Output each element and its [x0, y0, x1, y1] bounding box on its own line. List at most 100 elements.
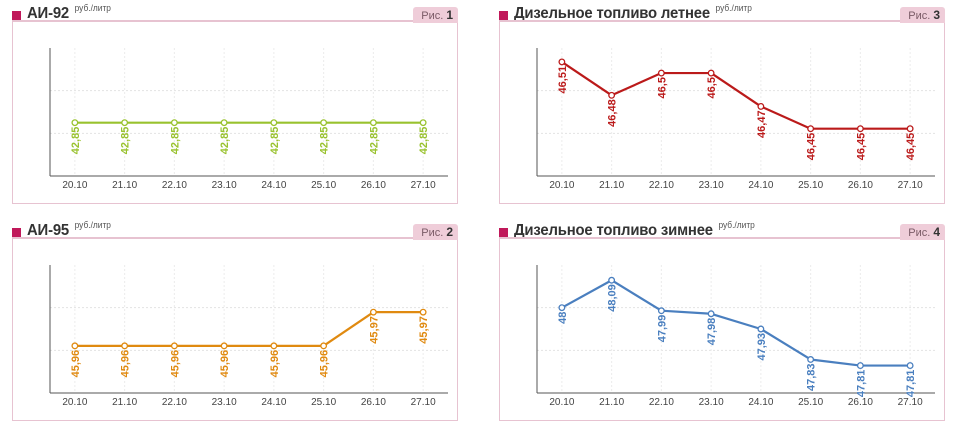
data-point — [369, 119, 377, 127]
chart-frame — [12, 237, 458, 421]
chart-frame — [12, 20, 458, 204]
data-label: 46,48 — [607, 99, 619, 127]
data-point — [906, 362, 914, 370]
figure-tag: Рис. 1 — [413, 7, 458, 23]
data-point — [419, 308, 427, 316]
unit-label: руб./литр — [715, 3, 752, 13]
chart-panel-ai92: АИ-92 руб./литр Рис. 1 42,85 20.10 42,85 21.1… — [0, 0, 460, 204]
figure-number: 4 — [933, 225, 940, 239]
x-tick-label: 22.10 — [649, 180, 674, 191]
chart-frame — [499, 237, 945, 421]
x-tick-label: 21.10 — [112, 397, 137, 408]
chart-frame — [499, 20, 945, 204]
data-point — [170, 342, 178, 350]
data-label: 45,96 — [319, 350, 331, 378]
data-point — [121, 342, 129, 350]
series-line — [561, 60, 911, 130]
title-bullet — [499, 228, 508, 237]
data-label: 46,51 — [557, 66, 569, 94]
data-point — [558, 58, 566, 66]
data-label: 42,85 — [120, 127, 132, 155]
data-point — [270, 119, 278, 127]
data-label: 46,45 — [855, 133, 867, 161]
data-point — [657, 69, 665, 77]
data-point — [170, 119, 178, 127]
x-tick-label: 24.10 — [748, 180, 773, 191]
line-chart-ai95: 45,96 20.10 45,96 21.10 45,96 22.10 45,96 23.10… — [49, 265, 448, 408]
data-label: 45,96 — [269, 350, 281, 378]
chart-title: АИ-95 руб./литр — [27, 220, 111, 239]
figure-tag: Рис. 3 — [900, 7, 945, 23]
x-tick-label: 27.10 — [411, 180, 436, 191]
unit-label: руб./литр — [74, 220, 111, 230]
data-label: 47,93 — [756, 333, 768, 361]
chart-panel-ai95: АИ-95 руб./литр Рис. 2 45,96 20.10 45,96 21.1… — [0, 217, 460, 421]
data-point — [856, 362, 864, 370]
series-line — [74, 311, 424, 347]
data-label: 46,5 — [706, 77, 718, 98]
data-label: 47,81 — [905, 370, 917, 398]
figure-tag: Рис. 2 — [413, 224, 458, 240]
x-tick-label: 23.10 — [699, 397, 724, 408]
data-point — [856, 125, 864, 133]
data-point — [558, 304, 566, 312]
data-label: 45,97 — [418, 316, 430, 344]
x-tick-label: 23.10 — [212, 397, 237, 408]
figure-number: 2 — [446, 225, 453, 239]
data-point — [807, 356, 815, 363]
x-tick-label: 25.10 — [798, 397, 823, 408]
unit-label: руб./литр — [74, 3, 111, 13]
line-chart-diesel-summer: 46,51 20.10 46,48 21.10 46,5 22.10 46,5 23.10 46… — [536, 48, 935, 191]
x-tick-label: 22.10 — [649, 397, 674, 408]
x-tick-label: 20.10 — [549, 397, 574, 408]
data-label: 45,96 — [169, 350, 181, 378]
x-tick-label: 24.10 — [261, 397, 286, 408]
x-tick-label: 25.10 — [798, 180, 823, 191]
x-tick-label: 23.10 — [212, 180, 237, 191]
data-label: 45,96 — [70, 350, 82, 378]
data-point — [320, 119, 328, 127]
data-label: 42,85 — [219, 127, 231, 155]
x-tick-label: 25.10 — [311, 180, 336, 191]
data-label: 45,96 — [120, 350, 132, 378]
data-point — [657, 307, 665, 315]
data-label: 42,85 — [319, 127, 331, 155]
unit-label: руб./литр — [718, 220, 755, 230]
x-tick-label: 21.10 — [599, 180, 624, 191]
data-point — [419, 119, 427, 127]
x-tick-label: 21.10 — [599, 397, 624, 408]
data-point — [608, 276, 616, 284]
data-point — [220, 342, 228, 350]
data-label: 48,09 — [607, 284, 619, 312]
figure-tag: Рис. 4 — [900, 224, 945, 240]
data-label: 42,85 — [269, 127, 281, 155]
data-label: 46,5 — [656, 77, 668, 98]
x-tick-label: 26.10 — [848, 180, 873, 191]
x-tick-label: 26.10 — [361, 397, 386, 408]
data-point — [121, 119, 129, 127]
line-chart-diesel-winter: 48 20.10 48,09 21.10 47,99 22.10 47,98 23.10 47,… — [536, 265, 935, 408]
title-bullet — [12, 11, 21, 20]
data-point — [807, 125, 815, 133]
series-line — [561, 279, 911, 367]
x-tick-label: 25.10 — [311, 397, 336, 408]
title-bullet — [12, 228, 21, 237]
line-chart-ai92: 42,85 20.10 42,85 21.10 42,85 22.10 42,85 23.10… — [49, 48, 448, 191]
figure-number: 1 — [446, 8, 453, 22]
data-point — [707, 310, 715, 318]
data-point — [707, 69, 715, 77]
data-label: 47,81 — [855, 370, 867, 398]
data-point — [71, 119, 79, 127]
chart-panel-diesel-summer: Дизельное топливо летнее руб./литр Рис. 3 … — [487, 0, 947, 204]
title-bullet — [499, 11, 508, 20]
data-point — [757, 325, 765, 333]
data-label: 47,99 — [656, 315, 668, 343]
x-tick-label: 20.10 — [62, 397, 87, 408]
data-point — [320, 342, 328, 350]
data-label: 47,83 — [806, 363, 818, 391]
data-label: 46,47 — [756, 110, 768, 138]
x-tick-label: 23.10 — [699, 180, 724, 191]
data-point — [906, 125, 914, 133]
chart-title: АИ-92 руб./литр — [27, 3, 111, 22]
x-tick-label: 27.10 — [411, 397, 436, 408]
